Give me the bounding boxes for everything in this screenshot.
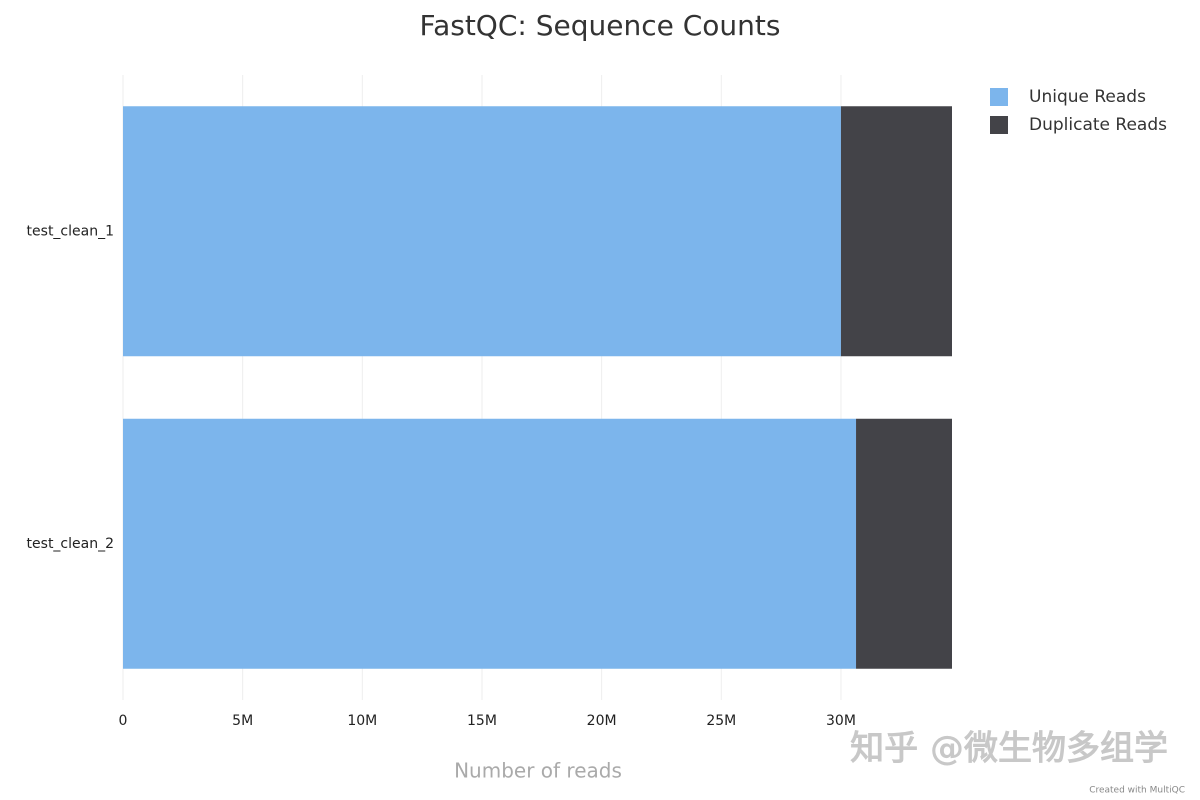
y-tick-label: test_clean_2 bbox=[27, 536, 114, 552]
bar-segment bbox=[123, 106, 841, 357]
watermark: 知乎 @微生物多组学 bbox=[850, 729, 1168, 769]
credit: Created with MultiQC bbox=[1089, 786, 1185, 796]
x-axis-title: Number of reads bbox=[454, 759, 622, 783]
x-tick-label: 20M bbox=[587, 713, 617, 729]
x-tick-label: 25M bbox=[706, 713, 736, 729]
x-tick-label: 15M bbox=[467, 713, 497, 729]
bar-segment bbox=[123, 418, 857, 669]
x-tick-label: 5M bbox=[232, 713, 253, 729]
legend-label: Unique Reads bbox=[1029, 87, 1146, 107]
bar-segment bbox=[856, 418, 952, 669]
chart-title: FastQC: Sequence Counts bbox=[420, 9, 781, 42]
x-tick-label: 30M bbox=[826, 713, 856, 729]
legend-swatch bbox=[990, 116, 1008, 134]
legend-label: Duplicate Reads bbox=[1029, 115, 1167, 135]
bar-segment bbox=[840, 106, 952, 357]
x-tick-label: 10M bbox=[347, 713, 377, 729]
x-tick-label: 0 bbox=[119, 713, 128, 729]
y-tick-label: test_clean_1 bbox=[27, 223, 114, 239]
legend-swatch bbox=[990, 88, 1008, 106]
